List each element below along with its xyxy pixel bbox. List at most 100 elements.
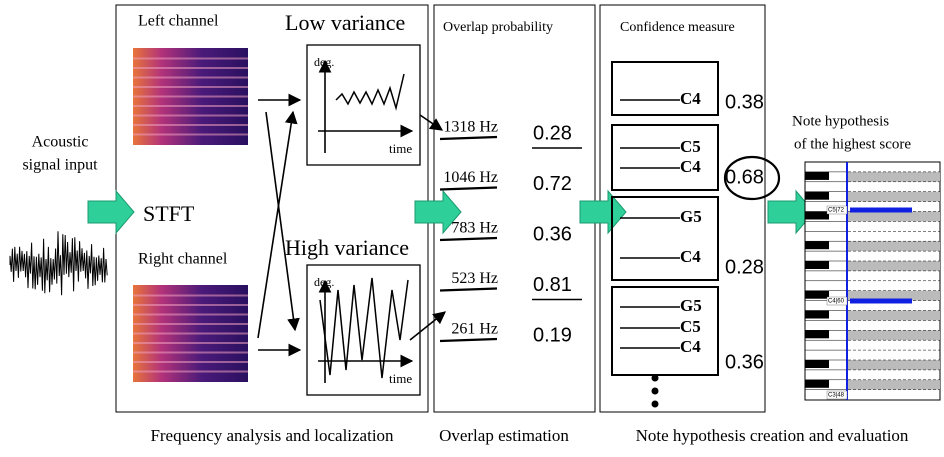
hypothesis-box	[611, 124, 719, 191]
axis-label: time	[389, 141, 412, 156]
spectrogram-band	[133, 95, 248, 98]
black-key	[805, 211, 829, 220]
key-label: C4|60	[828, 299, 845, 305]
spectrogram-band	[133, 133, 248, 136]
note-label: C5	[680, 317, 701, 336]
line	[439, 287, 498, 292]
spectrogram-band	[133, 304, 248, 306]
note-label: C4	[680, 337, 701, 356]
roll-band	[848, 171, 940, 182]
input-label: signal input	[22, 157, 98, 174]
spectrogram-band	[133, 361, 248, 363]
roll-band	[848, 310, 940, 321]
section-caption: Overlap estimation	[439, 426, 569, 445]
arrow	[265, 111, 300, 332]
black-key	[805, 261, 829, 269]
plot-frame	[306, 44, 421, 166]
roll-band	[848, 191, 940, 202]
roll-band	[848, 290, 940, 301]
note-bar	[850, 207, 912, 213]
roll-band	[848, 360, 940, 370]
stft-label: STFT	[143, 201, 195, 226]
note-label: G5	[680, 207, 702, 226]
frequency: 261 Hz	[451, 321, 498, 338]
score: 0.28	[725, 256, 764, 278]
probability: 0.28	[533, 122, 572, 144]
key-label-bg	[826, 296, 848, 306]
column-title: Confidence measure	[620, 20, 735, 35]
spectrogram-band	[133, 86, 248, 88]
roll-band	[848, 261, 940, 271]
note-bar	[850, 298, 912, 304]
spectrogram-band	[133, 342, 248, 344]
probability: 0.72	[533, 173, 572, 195]
note-label: C5	[680, 137, 701, 156]
probability: 0.81	[533, 274, 572, 296]
spectrogram-band	[133, 124, 248, 126]
note-label: C4	[680, 247, 701, 266]
channel-label: Left channel	[138, 13, 219, 30]
highlight-ring	[723, 155, 781, 201]
frequency: 783 Hz	[451, 220, 498, 237]
ellipsis-dot	[651, 400, 659, 408]
axis-label: time	[389, 371, 412, 386]
waveform	[9, 231, 108, 296]
spectrogram-band	[133, 114, 248, 117]
black-key	[805, 171, 829, 180]
layer: Frequency analysis and localization Overl…	[9, 4, 941, 445]
note-label: G5	[680, 296, 702, 315]
ellipsis-dot	[651, 387, 659, 395]
frequency: 523 Hz	[451, 270, 498, 287]
black-key	[805, 191, 829, 200]
process-arrow	[87, 189, 135, 235]
result-title: of the highest score	[794, 136, 911, 152]
black-key	[805, 290, 829, 299]
black-key	[805, 379, 829, 388]
black-key	[805, 330, 829, 339]
plot-frame	[306, 264, 421, 396]
score: 0.36	[725, 351, 764, 373]
arrow	[409, 311, 446, 341]
ellipsis-dot	[651, 374, 659, 382]
axis-label: deg.	[314, 275, 334, 289]
note-label: C4	[680, 89, 701, 108]
line	[439, 236, 498, 242]
spectrogram-band	[133, 323, 248, 325]
spectrogram-band	[133, 370, 248, 373]
spectrogram-band	[133, 67, 248, 69]
key-label-bg	[826, 390, 848, 400]
process-arrow	[414, 189, 462, 235]
spectrogram-band	[133, 76, 248, 79]
line	[439, 135, 498, 141]
black-key	[805, 310, 829, 319]
variance-title: Low variance	[285, 10, 405, 35]
column-title: Overlap probability	[443, 20, 553, 35]
key-label-bg	[826, 205, 848, 215]
key-label: C3|48	[828, 393, 845, 399]
process-arrow	[579, 189, 627, 235]
spectrogram-band	[133, 313, 248, 316]
line	[439, 337, 498, 343]
trajectory	[335, 73, 405, 111]
roll-band	[848, 379, 940, 390]
black-key	[805, 241, 829, 250]
arrow	[419, 114, 444, 131]
spectrogram-band	[133, 57, 248, 60]
hypothesis-box	[611, 61, 719, 116]
probability: 0.36	[533, 223, 572, 245]
hypothesis-box	[611, 196, 719, 281]
spectrogram-band	[133, 351, 248, 354]
key-label: C5|72	[828, 208, 845, 214]
line	[439, 186, 498, 191]
probability: 0.19	[533, 324, 572, 346]
trajectory	[319, 277, 409, 379]
frequency: 1318 Hz	[443, 119, 498, 136]
score: 0.38	[725, 91, 764, 113]
variance-title: High variance	[285, 235, 409, 260]
result-title: Note hypothesis	[792, 113, 889, 129]
roll-band	[848, 211, 940, 222]
axis-label: deg.	[314, 55, 334, 69]
roll-band	[848, 330, 940, 341]
frequency: 1046 Hz	[443, 169, 498, 186]
